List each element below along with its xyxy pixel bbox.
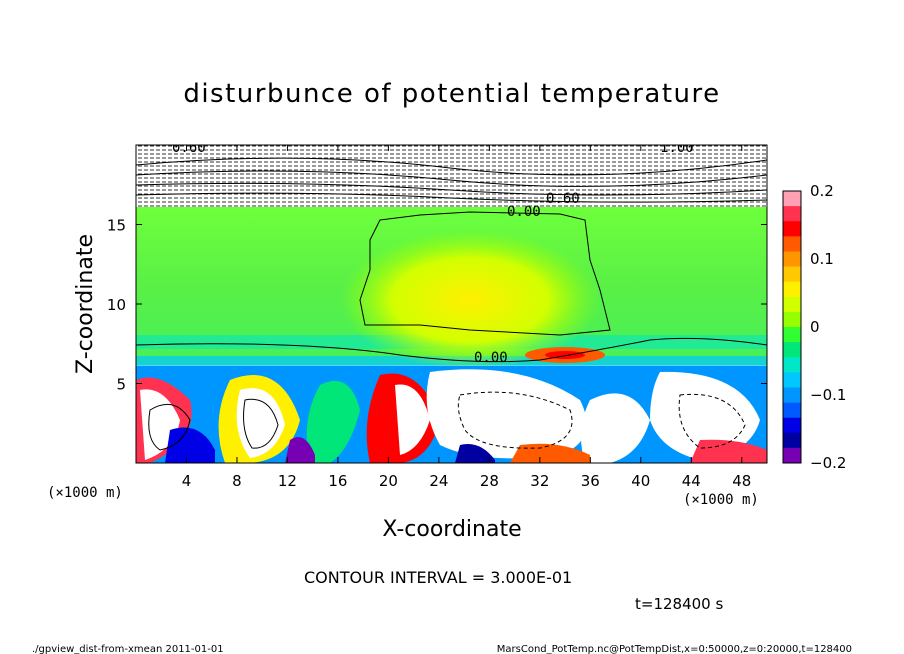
colorbar-swatch [783,281,801,298]
x-tick-label: 24 [429,472,448,490]
warm-anomaly [340,230,600,370]
z-axis: 5 10 15 [107,217,767,394]
x-tick-label: 40 [631,472,650,490]
colorbar-swatch [783,402,801,418]
upper-layer [136,145,767,207]
x-tick-label: 44 [682,472,701,490]
contour-lines [136,157,767,451]
colorbar [782,190,802,464]
x-tick-label: 36 [581,472,600,490]
x-tick-label: 32 [530,472,549,490]
colorbar-swatch [783,296,801,313]
time-label: t=128400 s [635,595,723,613]
colorbar-swatch [783,221,801,237]
colorbar-swatch [783,236,801,252]
colorbar-swatch [783,417,801,434]
colorbar-tick-label: −0.2 [810,454,846,472]
plot-area: 0.60 1.00 0.60 0.00 0.00 [136,140,767,463]
contour-label-2: 1.00 [660,140,694,156]
colorbar-swatch [783,251,801,267]
contour-label-1: 0.60 [172,140,206,156]
colorbar-swatch [783,191,801,207]
x-tick-label: 8 [232,472,242,490]
x-tick-label: 16 [328,472,347,490]
z-axis-label: Z-coordinate [73,234,98,374]
colorbar-swatch [783,327,801,343]
x-axis: 4 8 12 16 20 24 28 32 36 40 44 48 [182,145,751,490]
contour-label-5: 0.00 [474,350,508,366]
z-tick-label: 5 [116,376,126,394]
footer-right: MarsCond_PotTemp.nc@PotTempDist,x=0:5000… [497,644,852,654]
x-tick-label: 20 [379,472,398,490]
x-unit-right: (×1000 m) [683,492,759,508]
colorbar-swatch [783,432,801,449]
contour-label-3: 0.60 [546,191,580,207]
colorbar-swatch [783,372,801,388]
colorbar-tick-label: 0.2 [810,182,834,200]
colorbar-tick-label: 0.1 [810,250,834,268]
x-tick-label: 28 [480,472,499,490]
colorbar-swatch [783,311,801,328]
x-tick-label: 12 [278,472,297,490]
colorbar-frame [782,190,802,464]
colorbar-swatch [783,206,801,222]
contour-label-4: 0.00 [507,204,541,220]
colorbar-tick-label: 0 [810,318,820,336]
colorbar-swatch [783,447,801,464]
chart-title: disturbunce of potential temperature [183,79,720,109]
x-unit-left: (×1000 m) [47,485,123,501]
x-tick-label: 4 [182,472,192,490]
colorbar-tick-label: −0.1 [810,386,846,404]
colorbar-ticks: 0.2 0.1 0 −0.1 −0.2 [810,182,846,472]
colorbar-swatch [783,387,801,403]
contour-interval: CONTOUR INTERVAL = 3.000E-01 [304,568,572,587]
colorbar-swatch [783,342,801,358]
colorbar-swatch [783,357,801,373]
colorbar-swatch [783,266,801,282]
z-tick-label: 15 [107,217,126,235]
x-tick-label: 48 [732,472,751,490]
x-axis-label: X-coordinate [382,517,521,542]
z-tick-label: 10 [107,296,126,314]
footer-left: ./gpview_dist-from-xmean 2011-01-01 [32,644,224,654]
